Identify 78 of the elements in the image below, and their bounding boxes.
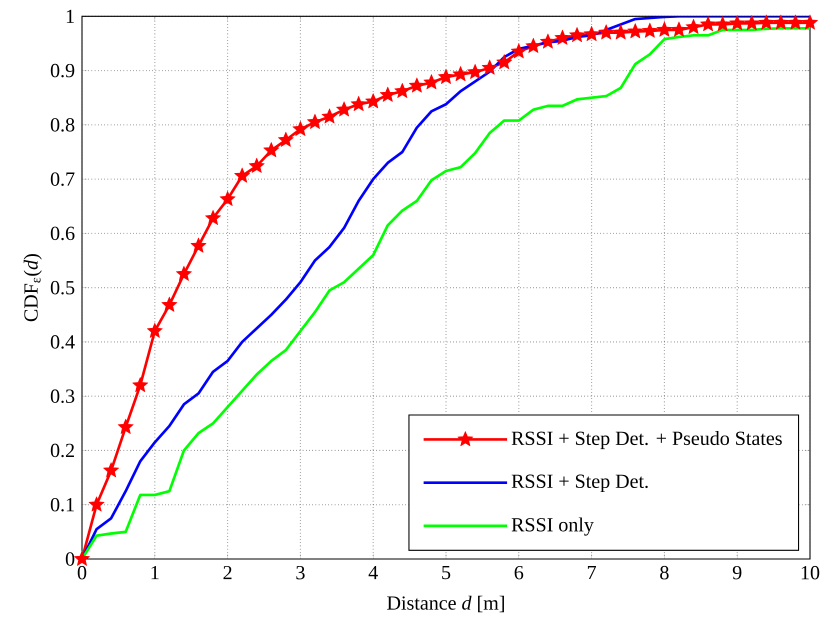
point [74,550,90,566]
point [190,238,206,253]
x-tick-label: 9 [732,566,742,580]
y-tick-label: 0.2 [50,444,74,458]
x-tick-label: 6 [514,566,524,580]
point [642,22,658,38]
point [322,108,338,124]
y-tick-label: 0.4 [50,335,75,349]
point [729,15,746,30]
point [205,210,221,225]
point [146,322,163,338]
point [161,296,178,312]
point [394,82,410,98]
point [744,15,760,30]
point [132,377,148,392]
point [656,22,672,37]
x-tick-label: 8 [660,566,669,580]
y-tick-label: 0.6 [50,226,74,240]
x-tick-label: 0 [78,566,86,580]
point [788,14,804,30]
point [773,14,789,30]
point [350,96,367,111]
point [263,142,280,158]
point [424,74,440,90]
point [482,60,498,75]
point [686,18,702,34]
legend-label: RSSI only [512,517,594,536]
legend-label: RSSI + Step Det. + Pseudo States [512,431,782,450]
point [584,26,600,41]
y-tick-label: 0.8 [50,118,74,132]
point [220,190,236,206]
point [758,14,774,30]
point [307,114,323,129]
point [336,101,352,116]
point [496,54,512,70]
point [176,266,192,281]
x-tick-label: 10 [802,566,820,580]
x-tick-label: 7 [588,566,596,580]
y-tick-label: 0.9 [50,64,74,78]
point [467,64,483,79]
point [365,93,382,108]
y-tick-label: 0.7 [50,172,74,186]
point [103,462,120,478]
point [88,496,104,512]
y-axis-title: CDF$_{ε}$(d) [24,254,42,322]
x-axis-title: Distance d [m] [387,596,504,612]
x-tick-label: 3 [296,566,305,580]
point [627,23,644,38]
point [278,132,294,147]
y-tick-label: 0.5 [50,280,74,294]
point [438,68,454,84]
point [452,66,468,82]
point [700,16,716,32]
point [248,158,265,173]
point [671,22,687,37]
point [569,27,585,42]
point [525,38,542,53]
y-tick-label: 0.3 [50,389,74,404]
x-tick-label: 1 [152,566,159,580]
y-tick-label: 0 [66,552,74,566]
y-tick-label: 1 [66,10,74,23]
legend-label: RSSI + Step Det. [512,474,648,492]
x-tick-label: 2 [223,566,232,580]
point [510,43,527,58]
point [540,34,556,49]
point [802,14,818,30]
point [409,78,425,93]
point [292,120,308,136]
x-tick-label: 4 [368,566,378,580]
point [612,24,629,40]
point [554,30,570,45]
point [598,24,614,40]
point [714,16,731,32]
point [380,86,396,102]
point [234,168,250,183]
point [118,418,134,434]
y-tick-label: 0.1 [50,498,74,512]
x-tick-label: 5 [442,566,450,580]
